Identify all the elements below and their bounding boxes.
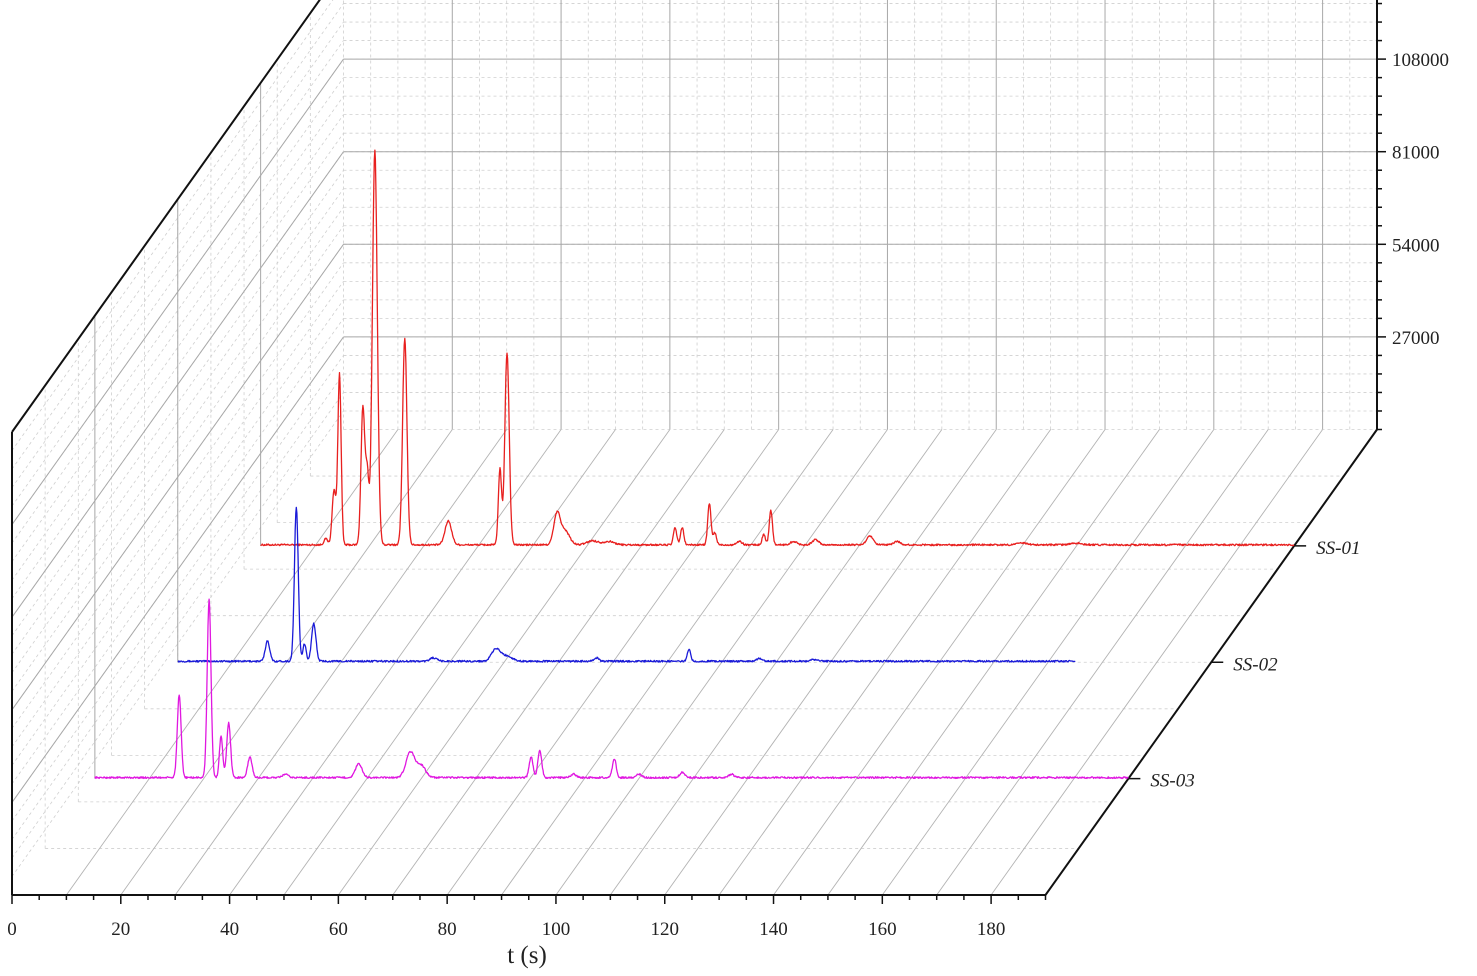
side-wall-minor-line (11, 392, 344, 859)
side-wall-minor-line (11, 77, 344, 544)
side-wall-minor-line (11, 3, 344, 470)
x-tick-label: 180 (977, 919, 1006, 940)
x-tick-label: 60 (329, 919, 348, 940)
y-tick-label: 108000 (1392, 50, 1449, 71)
x-tick-label: 160 (868, 919, 897, 940)
floor-x-line (990, 429, 1323, 896)
series-label: SS-03 (1150, 771, 1194, 792)
y-tick-label: 54000 (1392, 235, 1440, 256)
x-tick-label: 140 (759, 919, 788, 940)
floor-x-line (827, 429, 1160, 896)
series-line-ss-02 (177, 506, 1076, 663)
series-line-ss-03 (94, 598, 1129, 780)
top-left-edge (11, 0, 321, 433)
floor-x-line (718, 429, 1051, 896)
side-wall-minor-line (11, 281, 344, 748)
x-tick-label: 0 (7, 919, 17, 940)
floor-x-line (229, 429, 562, 896)
side-wall-minor-line (11, 132, 344, 599)
floor-x-line (283, 429, 616, 896)
side-wall-minor-line (11, 114, 344, 581)
series-label: SS-02 (1233, 654, 1278, 675)
side-wall-minor-line (11, 410, 344, 877)
side-wall-minor-line (11, 225, 344, 692)
side-wall-minor-line (11, 40, 344, 507)
series-label: SS-01 (1316, 538, 1360, 559)
side-wall-minor-line (11, 262, 344, 729)
x-tick-label: 120 (650, 919, 679, 940)
side-wall-minor-line (11, 207, 344, 673)
tick-layer: 0 20 40 60 80 100 120 140 160 180 27000 54000 81000 1… (7, 2, 1449, 940)
x-tick-label: 80 (438, 919, 457, 940)
series-line-ss-01 (260, 149, 1295, 547)
side-wall-minor-line (11, 188, 344, 655)
side-wall-minor-line (11, 299, 344, 766)
x-axis-title: t (s) (507, 942, 547, 969)
x-tick-label: 20 (111, 919, 130, 940)
x-tick-label: 100 (542, 919, 571, 940)
y-tick-label: 81000 (1392, 143, 1440, 164)
floor-x-line (664, 429, 997, 896)
floor-x-line (174, 429, 508, 896)
floor-x-line (936, 429, 1269, 896)
side-wall-minor-line (11, 169, 344, 636)
side-wall-minor-line (11, 318, 344, 785)
side-wall-minor-line (11, 0, 334, 451)
side-wall-minor-line (11, 373, 344, 840)
x-tick-label: 40 (220, 919, 239, 940)
side-wall-minor-line (11, 21, 344, 488)
side-wall-minor-line (11, 355, 344, 822)
series-layer (94, 149, 1295, 780)
side-wall-minor-line (11, 95, 344, 562)
floor-x-line (881, 429, 1215, 896)
y-tick-label: 27000 (1392, 328, 1440, 349)
floor-x-line (338, 429, 671, 896)
grid-layer (11, 0, 1377, 896)
